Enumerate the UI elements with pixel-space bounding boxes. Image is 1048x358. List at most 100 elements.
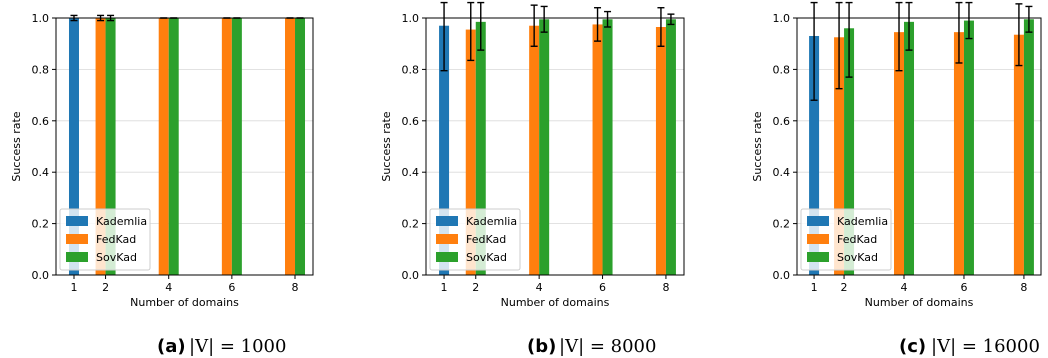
legend-swatch-sovkad: [66, 252, 88, 262]
axes-frame: [55, 17, 314, 276]
legend-swatch-kademlia: [66, 216, 88, 226]
legend: Kademlia FedKad SovKad: [800, 208, 892, 271]
x-tick-label: 1: [441, 281, 448, 294]
error-bar: [955, 1, 963, 64]
caption-label: (a): [157, 336, 186, 357]
y-tick-label: 0.4: [773, 166, 791, 179]
bar-fedkad: [285, 18, 296, 275]
y-tick-label: 0.2: [773, 218, 791, 231]
bar-sovkad: [665, 19, 676, 275]
error-bar: [540, 5, 548, 33]
y-tick-label: 0.2: [402, 218, 420, 231]
bar-sovkad: [844, 28, 855, 276]
bar-sovkad: [963, 20, 974, 275]
subfigure-caption: (b) |V| = 8000: [527, 336, 656, 357]
legend-swatch-sovkad: [807, 252, 829, 262]
legend-label-sovkad: SovKad: [466, 251, 507, 264]
x-axis-title: Number of domains: [865, 296, 974, 309]
bar-sovkad: [295, 18, 306, 275]
y-tick-label: 1.0: [402, 12, 420, 25]
bar-sovkad: [231, 18, 242, 275]
bar-fedkad: [158, 18, 169, 275]
legend: Kademlia FedKad SovKad: [429, 208, 521, 271]
chart-panel-1: 0.0 0.2 0.4 0.6 0.8 1.0 1 2 4 6 8 Number of domains…: [10, 12, 314, 357]
error-bar: [835, 1, 843, 90]
bar-fedkad: [655, 26, 666, 276]
error-bar: [810, 1, 818, 101]
error-bar: [845, 1, 853, 78]
legend-swatch-fedkad: [66, 234, 88, 244]
caption-label: (c): [899, 336, 926, 357]
y-axis-title: Success rate: [10, 111, 23, 181]
legend-label-fedkad: FedKad: [837, 233, 877, 246]
x-tick-label: 2: [472, 281, 479, 294]
legend-label-kademlia: Kademlia: [837, 215, 888, 228]
x-tick-label: 4: [901, 281, 908, 294]
legend-swatch-sovkad: [436, 252, 458, 262]
error-bar: [895, 1, 903, 72]
y-tick-label: 0.6: [32, 115, 50, 128]
bar-fedkad: [834, 37, 845, 276]
x-tick-label: 2: [102, 281, 109, 294]
caption-expression: |V| = 1000: [189, 336, 286, 357]
x-tick-label: 2: [841, 281, 848, 294]
x-tick-label: 1: [70, 281, 77, 294]
legend-swatch-kademlia: [807, 216, 829, 226]
caption-expression: |V| = 16000: [931, 336, 1040, 357]
error-bar: [604, 10, 612, 28]
axes-frame: [796, 17, 1042, 276]
x-tick-label: 6: [228, 281, 235, 294]
x-axis-title: Number of domains: [501, 296, 610, 309]
bar-sovkad: [105, 18, 116, 275]
x-tick-label: 4: [165, 281, 172, 294]
y-tick-label: 0.0: [773, 269, 791, 282]
y-tick-label: 0.8: [32, 63, 50, 76]
error-bar: [667, 13, 675, 26]
chart-panel-3: 0.0 0.2 0.4 0.6 0.8 1.0 1 2 4 6 8 Number of domains…: [751, 1, 1042, 357]
error-bar: [530, 4, 538, 47]
legend-swatch-fedkad: [436, 234, 458, 244]
bar-kademlia: [809, 35, 820, 275]
bar-fedkad: [95, 18, 106, 275]
error-bar: [905, 1, 913, 51]
bar-sovkad: [904, 21, 915, 276]
legend-swatch-kademlia: [436, 216, 458, 226]
caption-label: (b): [527, 336, 556, 357]
y-tick-label: 0.4: [32, 166, 50, 179]
y-axis-title: Success rate: [380, 111, 393, 181]
subfigure-caption: (a) |V| = 1000: [157, 336, 286, 357]
y-tick-label: 0.8: [402, 63, 420, 76]
subfigure-caption: (c) |V| = 16000: [899, 336, 1040, 357]
x-tick-label: 6: [599, 281, 606, 294]
bar-sovkad: [539, 19, 550, 275]
bar-fedkad: [465, 29, 476, 275]
x-tick-label: 8: [1020, 281, 1027, 294]
y-tick-label: 0.0: [402, 269, 420, 282]
x-tick-label: 8: [292, 281, 299, 294]
error-bar: [594, 7, 602, 42]
y-tick-label: 0.8: [773, 63, 791, 76]
error-bar: [477, 1, 485, 51]
error-bar: [965, 1, 973, 40]
chart-panel-2: 0.0 0.2 0.4 0.6 0.8 1.0 1 2 4 6 8 Number of domains…: [380, 1, 685, 357]
error-bar: [440, 1, 448, 72]
error-bar: [657, 7, 665, 47]
error-bar: [467, 1, 475, 62]
legend-label-kademlia: Kademlia: [466, 215, 517, 228]
x-tick-label: 8: [662, 281, 669, 294]
legend-label-fedkad: FedKad: [96, 233, 136, 246]
caption-expression: |V| = 8000: [559, 336, 656, 357]
bar-kademlia: [68, 18, 79, 275]
bar-fedkad: [592, 24, 603, 275]
legend-label-sovkad: SovKad: [96, 251, 137, 264]
axes-frame: [425, 17, 685, 276]
legend: Kademlia FedKad SovKad: [59, 208, 151, 271]
x-tick-label: 6: [960, 281, 967, 294]
y-tick-label: 0.0: [32, 269, 50, 282]
x-axis-title: Number of domains: [130, 296, 239, 309]
legend-label-fedkad: FedKad: [466, 233, 506, 246]
bar-fedkad: [894, 32, 905, 276]
error-bar: [1015, 3, 1023, 67]
x-tick-label: 1: [811, 281, 818, 294]
